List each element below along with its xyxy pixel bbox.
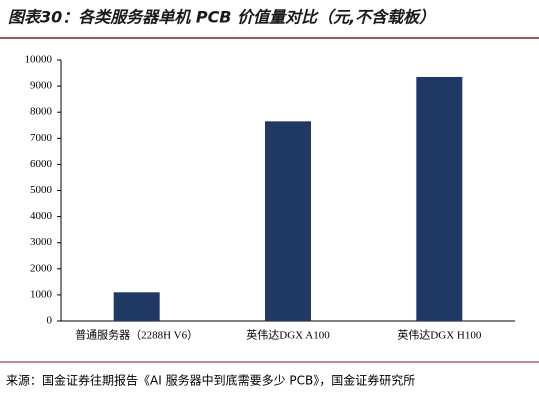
y-tick-label: 3000 xyxy=(30,236,53,248)
y-tick-label: 5000 xyxy=(30,184,53,196)
x-tick-label: 普通服务器（2288H V6） xyxy=(75,328,198,342)
y-tick-label: 4000 xyxy=(30,210,53,222)
bar xyxy=(416,76,463,321)
bar xyxy=(113,292,160,321)
y-tick-label: 9000 xyxy=(30,80,53,92)
bar xyxy=(265,121,311,322)
y-tick-label: 6000 xyxy=(30,158,53,170)
y-tick-label: 2000 xyxy=(30,262,53,274)
y-tick-label: 10000 xyxy=(25,54,53,66)
y-tick-label: 8000 xyxy=(30,106,53,118)
y-tick-label: 1000 xyxy=(30,288,53,300)
x-tick-label: 英伟达DGX H100 xyxy=(397,328,482,342)
source-note: 来源：国金证券往期报告《AI 服务器中到底需要多少 PCB》，国金证券研究所 xyxy=(6,373,415,388)
y-tick-label: 7000 xyxy=(30,132,53,144)
y-tick-label: 0 xyxy=(47,315,53,327)
x-tick-label: 英伟达DGX A100 xyxy=(246,328,330,342)
chart-title: 图表30：各类服务器单机 PCB 价值量对比（元,不含载板） xyxy=(8,8,435,27)
